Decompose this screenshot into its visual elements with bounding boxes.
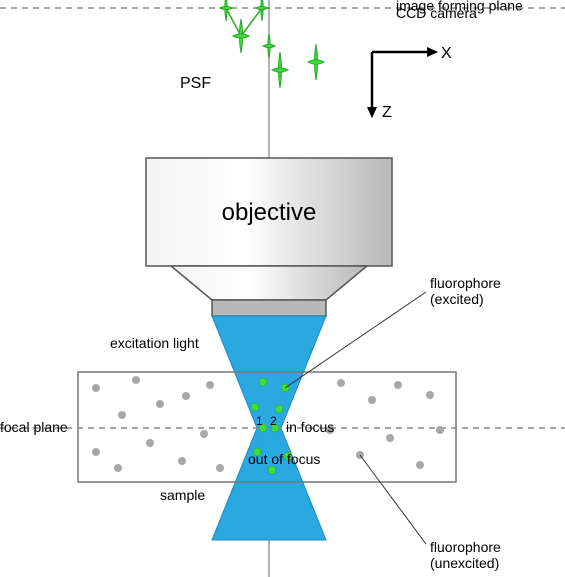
label-point-2: 2 [270,414,277,428]
psf-markers [220,0,324,88]
label-sample: sample [160,487,205,503]
callout-unexcited [360,455,426,544]
label-psf: PSF [180,75,211,92]
label-fluoro-excited-2: (excited) [430,291,484,307]
label-focal-plane: focal plane [0,419,68,435]
objective [146,158,392,316]
psf-rays [226,8,262,36]
label-objective: objective [222,199,317,226]
axes [367,47,438,118]
label-point-1: 1 [256,414,263,428]
label-out-of-focus: out of focus [248,451,320,467]
label-excitation: excitation light [110,335,199,351]
label-image-plane-2: CCD camera [396,5,477,21]
label-axis-z: Z [382,104,392,121]
label-fluoro-unexcited-2: (unexcited) [430,555,499,571]
label-fluoro-excited-1: fluorophore [430,275,501,291]
label-in-focus: in focus [286,419,334,435]
label-fluoro-unexcited-1: fluorophore [430,539,501,555]
label-axis-x: X [441,45,452,62]
